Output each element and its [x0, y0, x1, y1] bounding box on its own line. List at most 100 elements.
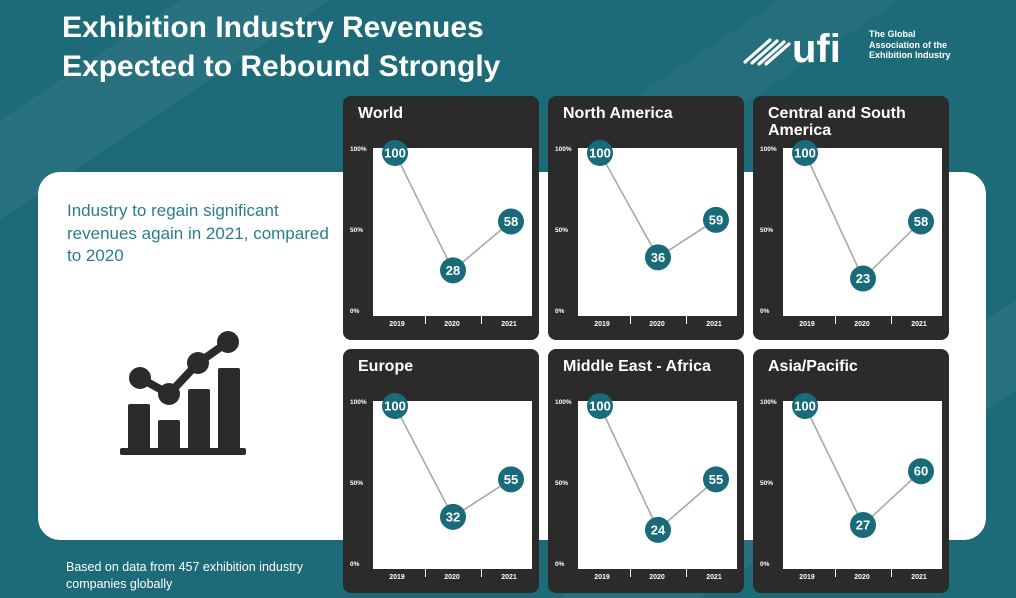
ufi-wordmark: ufi	[792, 27, 841, 71]
series-line	[804, 152, 922, 280]
data-label: 60	[914, 464, 928, 479]
data-label: 100	[794, 399, 816, 414]
data-label: 28	[446, 263, 460, 278]
chart-svg: 100 32 55	[382, 393, 524, 530]
chart-title: World	[358, 105, 404, 122]
chart-title: Central and South America	[768, 105, 906, 139]
region-chart-north-america: North America 100 36 59 100% 50% 0% 2019 2…	[548, 96, 744, 340]
y-tick-label: 100%	[555, 146, 572, 153]
y-tick-label: 50%	[760, 480, 774, 487]
series-line	[394, 405, 512, 518]
x-tick-label: 2021	[911, 321, 927, 328]
data-label: 27	[856, 517, 870, 532]
x-tick-label: 2019	[799, 574, 815, 581]
x-tick-label: 2021	[706, 574, 722, 581]
data-point	[850, 511, 876, 538]
logo-tagline: The Global Association of the Exhibition…	[869, 29, 951, 60]
x-tick-label: 2021	[911, 574, 927, 581]
y-tick-label: 0%	[350, 561, 360, 568]
x-tick-label: 2020	[854, 574, 870, 581]
region-chart-middle-east-africa: Middle East - Africa 100 24 55 100% 50% 0%…	[548, 349, 744, 593]
data-label: 24	[651, 522, 666, 537]
x-tick-label: 2019	[389, 321, 405, 328]
x-tick-mark	[425, 316, 426, 324]
data-label: 100	[589, 146, 611, 161]
x-tick-mark	[686, 316, 687, 324]
chart-svg: 100 24 55	[587, 393, 729, 543]
y-tick-label: 100%	[350, 399, 367, 406]
data-label: 36	[651, 250, 665, 265]
data-point	[587, 140, 613, 166]
data-point	[440, 503, 466, 530]
x-tick-mark	[481, 569, 482, 577]
intro-text: Industry to regain significant revenues …	[67, 201, 329, 265]
data-point	[645, 516, 671, 543]
chart-svg: 100 28 58	[382, 140, 524, 284]
data-point	[908, 208, 934, 235]
data-label: 100	[589, 399, 611, 414]
bar-chart-growth-icon	[120, 331, 246, 455]
series-line	[599, 152, 717, 259]
chart-svg: 100 27 60	[792, 393, 934, 538]
data-label: 58	[914, 214, 928, 229]
chart-title: Asia/Pacific	[768, 358, 858, 375]
data-point	[440, 257, 466, 284]
y-tick-label: 50%	[350, 227, 364, 234]
y-tick-label: 0%	[760, 561, 770, 568]
region-chart-asia-pacific: Asia/Pacific 100 27 60 100% 50% 0% 2019 20…	[753, 349, 949, 593]
data-point	[382, 140, 408, 166]
data-point	[382, 393, 408, 419]
x-tick-label: 2019	[594, 321, 610, 328]
data-label: 100	[794, 146, 816, 161]
data-label: 55	[709, 472, 723, 487]
x-tick-label: 2020	[649, 574, 665, 581]
region-chart-central-south-america: Central and South America 100 23 58 100% 5…	[753, 96, 949, 340]
series-line	[804, 405, 922, 527]
y-tick-label: 0%	[760, 308, 770, 315]
x-tick-label: 2021	[501, 574, 517, 581]
chart-title: Europe	[358, 358, 414, 375]
x-tick-mark	[481, 316, 482, 324]
chart-svg: 100 23 58	[792, 140, 934, 292]
y-tick-label: 50%	[350, 480, 364, 487]
x-tick-label: 2020	[444, 574, 460, 581]
y-tick-label: 50%	[555, 227, 569, 234]
data-label: 58	[504, 214, 518, 229]
data-point	[703, 206, 729, 233]
x-tick-mark	[630, 569, 631, 577]
page-title: Exhibition Industry Revenues Expected to…	[62, 11, 501, 83]
data-label: 100	[384, 399, 406, 414]
data-point	[498, 466, 524, 493]
chart-svg: 100 36 59	[587, 140, 729, 271]
data-point	[908, 458, 934, 485]
ufi-stripes-icon: ufi	[743, 27, 841, 71]
y-tick-label: 50%	[760, 227, 774, 234]
region-chart-europe: Europe 100 32 55 100% 50% 0% 2019 2020 202…	[343, 349, 539, 593]
x-tick-label: 2020	[649, 321, 665, 328]
x-tick-label: 2019	[594, 574, 610, 581]
data-point	[792, 140, 818, 166]
data-point	[703, 466, 729, 493]
chart-title: North America	[563, 105, 673, 122]
x-tick-label: 2020	[854, 321, 870, 328]
data-point	[850, 265, 876, 292]
data-label: 32	[446, 509, 460, 524]
y-tick-label: 0%	[555, 308, 565, 315]
data-point	[645, 244, 671, 271]
data-label: 23	[856, 271, 870, 286]
x-tick-label: 2021	[501, 321, 517, 328]
plot-area	[783, 401, 942, 569]
series-line	[394, 152, 512, 272]
y-tick-label: 100%	[760, 146, 777, 153]
x-tick-label: 2020	[444, 321, 460, 328]
data-label: 59	[709, 212, 723, 227]
x-tick-mark	[891, 316, 892, 324]
y-tick-label: 100%	[350, 146, 367, 153]
x-tick-mark	[425, 569, 426, 577]
ufi-logo: ufi The Global Association of the Exhibi…	[742, 18, 972, 72]
data-label: 55	[504, 472, 518, 487]
y-tick-label: 100%	[555, 399, 572, 406]
y-tick-label: 50%	[555, 480, 569, 487]
x-tick-mark	[835, 569, 836, 577]
y-tick-label: 100%	[760, 399, 777, 406]
